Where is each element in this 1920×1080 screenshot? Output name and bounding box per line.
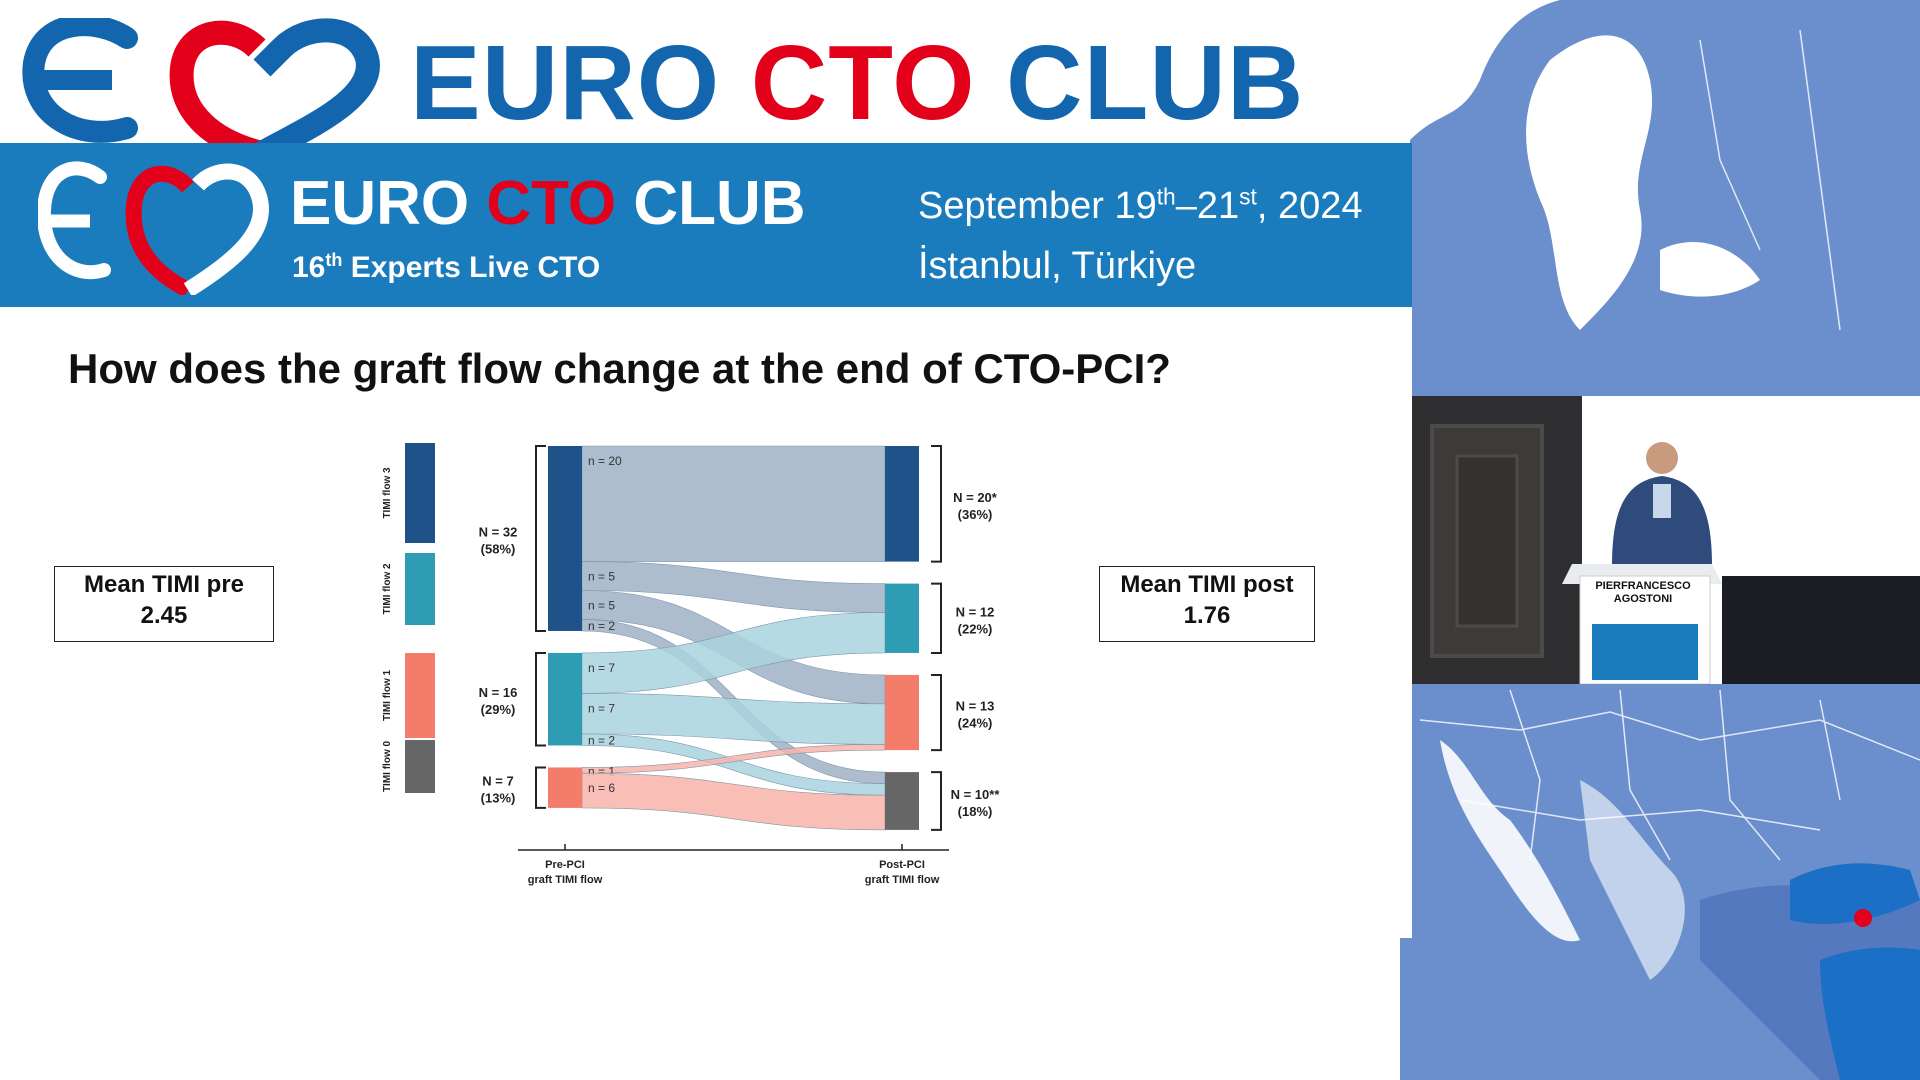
sankey-flow-label-2: n = 5 xyxy=(588,599,615,613)
banner-word-cto: CTO xyxy=(486,169,617,238)
post-count-timi-2: N = 12 xyxy=(956,604,995,619)
post-count-timi-3: N = 20* xyxy=(953,490,998,505)
pre-bracket-timi-2 xyxy=(535,651,546,747)
banner-location: İstanbul, Türkiye xyxy=(918,245,1197,287)
post-bar-timi-0 xyxy=(885,772,919,830)
banner-logo xyxy=(38,161,269,295)
x-label-pre-line2: graft TIMI flow xyxy=(528,874,603,886)
legend-swatch-1 xyxy=(405,553,435,625)
brand-word-club: CLUB xyxy=(1006,24,1305,142)
edition-number: 16 xyxy=(292,251,326,284)
pre-count-timi-3: N = 32 xyxy=(479,524,518,539)
pre-bar-timi-2 xyxy=(548,652,582,746)
mean-post-value: 1.76 xyxy=(1183,602,1231,629)
brand-word-cto: CTO xyxy=(750,24,976,142)
sankey-flow-label-3: n = 2 xyxy=(588,619,615,633)
podium-name-line2: AGOSTONI xyxy=(1613,593,1673,605)
x-label-pre-line1: Pre-PCI xyxy=(545,859,585,871)
edition-suffix: th xyxy=(325,250,343,270)
sankey-flow-1-to-0 xyxy=(581,772,886,831)
slide-question: How does the graft flow change at the en… xyxy=(68,345,1171,392)
sankey-flow-label-6: n = 2 xyxy=(588,734,615,748)
post-pct-timi-3: (36%) xyxy=(958,507,993,522)
mean-pre-value: 2.45 xyxy=(140,602,188,629)
post-count-timi-1: N = 13 xyxy=(956,699,995,714)
legend-label-3: TIMI flow 0 xyxy=(382,741,393,793)
date-start-suffix: th xyxy=(1156,183,1176,210)
euro-cto-club-logo xyxy=(22,18,380,148)
legend-label-2: TIMI flow 1 xyxy=(382,670,393,722)
sankey-flow-3-to-3 xyxy=(581,445,886,562)
mean-timi-pre-box: Mean TIMI pre 2.45 xyxy=(54,566,274,642)
date-end: –21 xyxy=(1175,185,1240,227)
banner-date: September 19th–21st, 2024 xyxy=(918,185,1363,228)
pre-bracket-timi-1 xyxy=(535,766,546,809)
sankey-flow-label-5: n = 7 xyxy=(588,701,615,715)
sankey-flow-2-to-2 xyxy=(581,612,886,694)
post-pct-timi-0: (18%) xyxy=(958,804,993,819)
pre-bar-timi-1 xyxy=(548,767,582,808)
date-year: , 2024 xyxy=(1256,185,1363,227)
podium-name-line1: PIERFRANCESCO xyxy=(1595,580,1691,592)
banner-edition: 16th Experts Live CTO xyxy=(292,251,600,285)
sankey-diagram: n = 20 n = 5 n = 5 n = 2 n = 7 n = 7 n = 2 n = … xyxy=(382,443,1001,886)
slide-banner: EURO CTO CLUB 16th Experts Live CTO Sept… xyxy=(0,143,1412,307)
post-count-timi-0: N = 10** xyxy=(951,787,1001,802)
brand-title: EURO CTO CLUB xyxy=(410,30,1304,136)
x-label-post-line1: Post-PCI xyxy=(879,859,925,871)
presentation-slide: EURO CTO CLUB 16th Experts Live CTO Sept… xyxy=(0,143,1412,938)
legend-swatch-2 xyxy=(405,653,435,738)
banner-word-club: CLUB xyxy=(633,169,806,238)
post-bracket-timi-3 xyxy=(931,445,942,563)
sankey-flow-label-4: n = 7 xyxy=(588,661,615,675)
date-start: September 19 xyxy=(918,185,1157,227)
mean-post-label: Mean TIMI post xyxy=(1120,571,1294,598)
post-pct-timi-1: (24%) xyxy=(958,716,993,731)
post-bar-timi-1 xyxy=(885,674,919,751)
post-bracket-timi-1 xyxy=(931,673,942,752)
pre-count-timi-1: N = 7 xyxy=(482,774,513,789)
sankey-flow-label-1: n = 5 xyxy=(588,570,615,584)
post-pct-timi-2: (22%) xyxy=(958,621,993,636)
post-bracket-timi-0 xyxy=(931,771,942,831)
sankey-flow-label-0: n = 20 xyxy=(588,454,622,468)
legend-swatch-0 xyxy=(405,443,435,543)
pre-pct-timi-2: (29%) xyxy=(481,702,516,717)
speaker-video-inset: PIERFRANCESCO AGOSTONI xyxy=(1412,396,1920,684)
post-bar-timi-2 xyxy=(885,583,919,653)
pre-count-timi-2: N = 16 xyxy=(479,685,518,700)
legend-swatch-3 xyxy=(405,740,435,793)
pre-bracket-timi-3 xyxy=(535,445,546,632)
date-end-suffix: st xyxy=(1239,183,1257,210)
post-bar-timi-3 xyxy=(885,446,919,562)
post-bracket-timi-2 xyxy=(931,582,942,654)
pre-bar-timi-3 xyxy=(548,446,582,631)
banner-word-euro: EURO xyxy=(290,169,470,238)
banner-brand: EURO CTO CLUB xyxy=(290,173,806,235)
edition-text: Experts Live CTO xyxy=(342,251,601,284)
legend-label-0: TIMI flow 3 xyxy=(382,467,393,519)
podium-name-plate: PIERFRANCESCO AGOSTONI xyxy=(1593,580,1693,606)
speaker-scene xyxy=(1412,396,1920,684)
pre-pct-timi-3: (58%) xyxy=(481,541,516,556)
brand-word-euro: EURO xyxy=(410,24,721,142)
x-label-post-line2: graft TIMI flow xyxy=(865,874,940,886)
mean-timi-post-box: Mean TIMI post 1.76 xyxy=(1099,566,1315,642)
mean-pre-label: Mean TIMI pre xyxy=(83,571,245,598)
legend-label-1: TIMI flow 2 xyxy=(382,563,393,615)
sankey-flow-label-8: n = 6 xyxy=(588,781,615,795)
pre-pct-timi-1: (13%) xyxy=(481,791,516,806)
